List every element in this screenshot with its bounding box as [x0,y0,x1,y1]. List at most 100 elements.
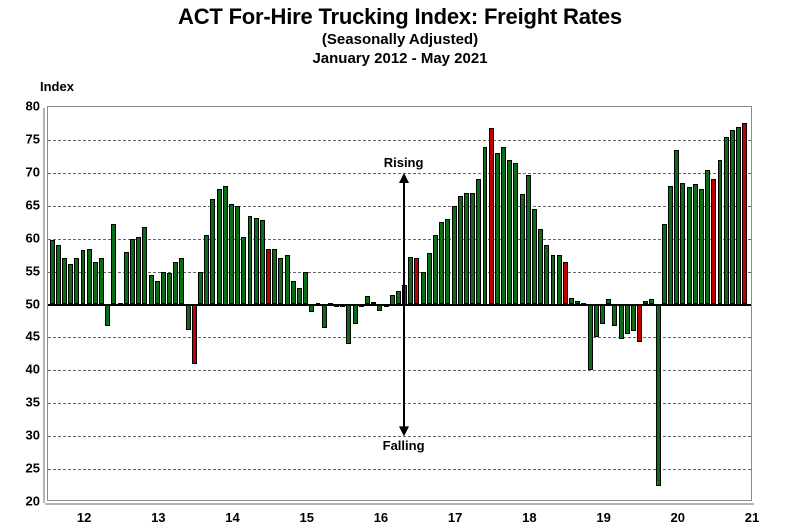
bar [630,304,636,331]
bar [698,189,704,305]
bar [389,294,395,305]
bar [74,258,80,305]
y-axis-tick: 20 [25,493,40,509]
bar [204,235,210,305]
bar [173,261,179,305]
plot-frame-left-shadow [43,108,45,503]
bar [179,258,185,305]
bar [723,136,729,305]
y-axis-tick: 30 [25,427,40,443]
bar [210,199,216,305]
bar [253,217,259,305]
y-axis-tick: 80 [25,98,40,114]
bar [327,303,333,306]
x-axis-tick-labels: 12 13 14 15 16 17 18 19 20 21 [47,508,759,532]
bar [581,302,587,305]
bar [575,300,581,305]
bar [309,304,315,313]
bar [488,128,494,305]
bar [321,304,327,328]
y-axis-tick: 55 [25,263,40,279]
bar [525,174,531,305]
bar [86,248,92,305]
y-axis-tick-labels: 20 25 30 35 40 45 50 55 60 65 70 75 80 [4,99,40,509]
y-axis-tick: 65 [25,197,40,213]
gridline [48,337,751,339]
plot-area: Rising Falling [47,106,752,501]
bar [414,258,420,305]
bar [538,228,544,305]
plot-frame-bottom-shadow [45,503,754,505]
bar [334,304,340,308]
bar [637,304,643,343]
bar [711,179,717,305]
gridline [48,469,751,471]
bar [643,301,649,305]
bar [371,301,377,305]
bar [216,189,222,305]
bar [352,304,358,325]
bar [692,184,698,305]
bar-series [48,107,751,500]
y-axis-tick: 25 [25,460,40,476]
bar [111,224,117,305]
bar [266,248,271,305]
bar [470,192,476,305]
bar [544,245,550,305]
bar [395,291,401,305]
bar [408,257,414,305]
x-axis-tick: 13 [151,510,166,525]
bar [661,223,667,305]
bar [241,237,247,305]
bar [649,299,655,305]
bar [426,253,432,305]
bar [136,237,142,305]
bar [222,186,228,305]
bar [68,263,74,305]
bar [451,205,457,305]
rising-falling-arrow-icon [398,172,409,437]
bar [377,304,383,312]
chart-subtitle: (Seasonally Adjusted) [321,31,479,48]
bar [142,226,148,305]
bar [358,304,364,307]
bar [296,288,302,305]
bar [600,304,605,325]
bar [513,162,519,305]
bar [55,245,61,305]
y-axis-tick: 50 [25,296,40,311]
bar [463,192,469,305]
bar [606,299,612,305]
bar [365,295,370,305]
bar [556,255,562,305]
bar [61,258,67,305]
bar [569,297,575,305]
gridline [48,238,751,240]
gridline [48,139,751,141]
bar [729,130,735,305]
bar [482,146,488,305]
bar [259,220,265,305]
bar [433,234,438,305]
bar [315,303,321,306]
gridline [48,403,751,405]
bar [154,281,160,305]
bar [130,238,135,305]
bar [92,261,98,305]
bar [618,304,624,339]
bar [519,193,525,305]
bar [705,169,711,305]
bar [494,153,500,305]
gridline [48,205,751,207]
bar [550,255,556,305]
bar [612,304,618,326]
bar [742,123,748,305]
y-axis-tick: 75 [25,131,40,147]
x-axis-tick: 12 [76,510,92,525]
bar [105,304,111,326]
bar [680,182,686,305]
x-axis-tick: 14 [225,510,240,525]
bar [235,205,241,305]
gridline [48,370,751,372]
bar [185,304,191,330]
